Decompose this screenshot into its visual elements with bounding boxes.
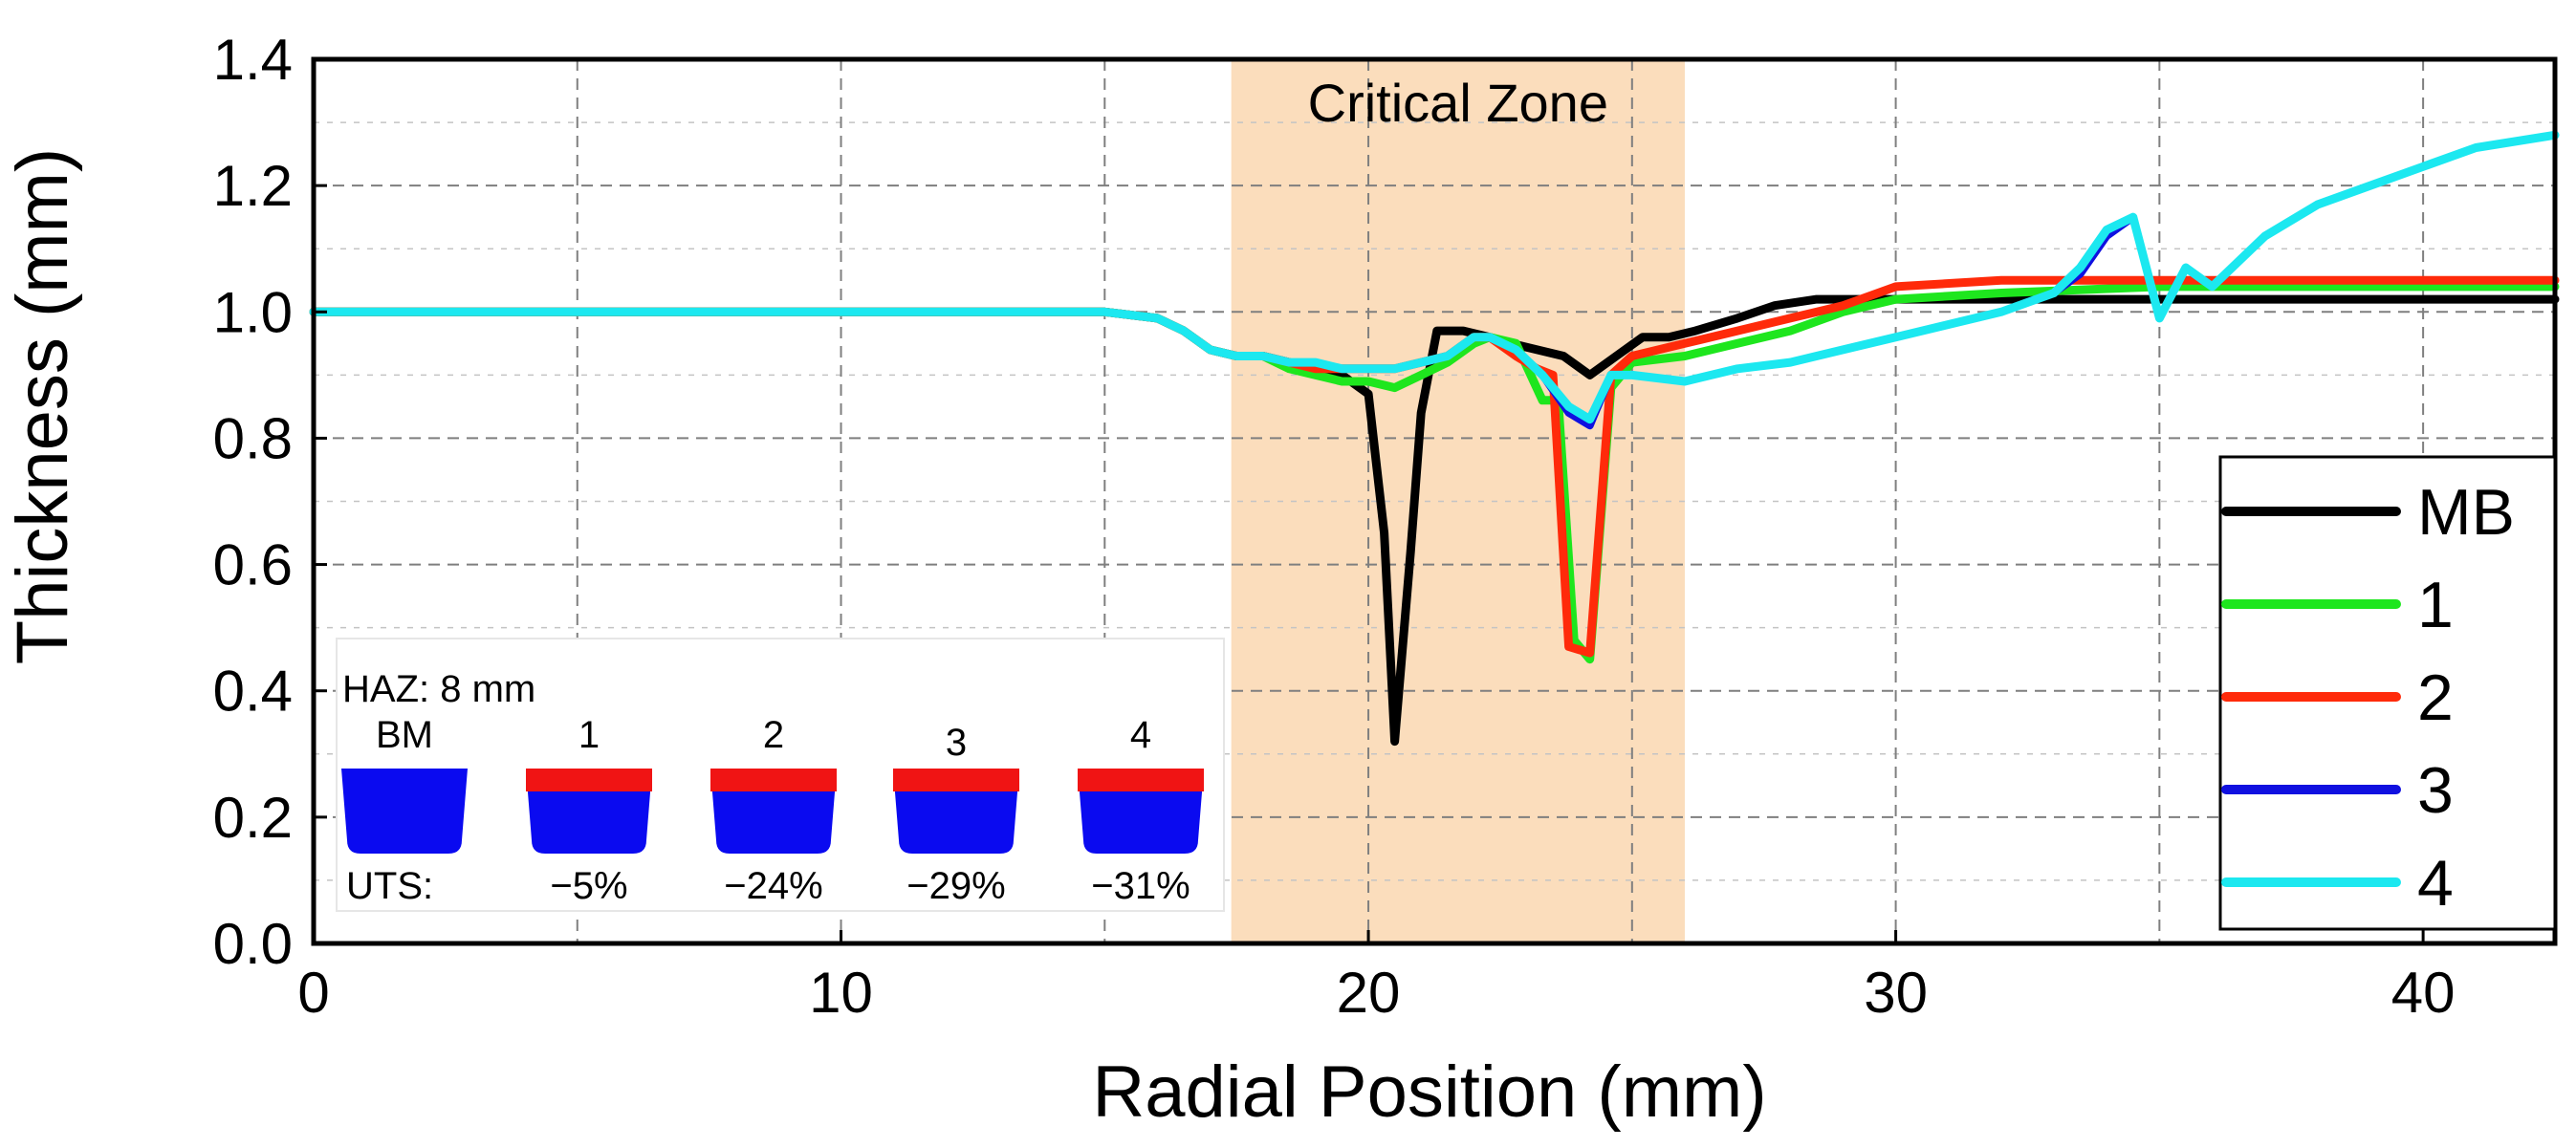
legend-label: 1 bbox=[2417, 569, 2454, 641]
x-tick-label: 40 bbox=[2391, 961, 2456, 1025]
inset-uts-value: −5% bbox=[550, 865, 627, 907]
inset-panel: HAZ: 8 mm UTS: BM 1 −5% 2 −24% 3 −29% 4 −31% bbox=[336, 638, 1225, 912]
x-tick-label: 30 bbox=[1864, 961, 1928, 1025]
sample-haz-band bbox=[526, 769, 652, 791]
sample-body bbox=[341, 769, 468, 854]
x-tick-label: 0 bbox=[297, 961, 329, 1025]
y-tick-label: 0.8 bbox=[213, 406, 293, 470]
legend-label: 4 bbox=[2417, 847, 2454, 920]
y-tick-label: 1.0 bbox=[213, 280, 293, 344]
tick-layer: 0.0 0.2 0.4 0.6 0.8 1.0 1.2 1.4 0 10 20 30 40 bbox=[213, 28, 2456, 1025]
inset-sample-name: BM bbox=[376, 714, 433, 756]
legend-label: 3 bbox=[2417, 754, 2454, 827]
inset-sample-name: 3 bbox=[946, 722, 967, 764]
haz-label: HAZ: 8 mm bbox=[342, 668, 535, 710]
y-tick-label: 0.6 bbox=[213, 533, 293, 597]
y-tick-label: 0.2 bbox=[213, 786, 293, 850]
inset-uts-value: −24% bbox=[724, 865, 822, 907]
sample-haz-band bbox=[1078, 769, 1204, 791]
uts-label: UTS: bbox=[346, 865, 433, 907]
sample-haz-band bbox=[710, 769, 837, 791]
critical-zone-label: Critical Zone bbox=[1308, 73, 1608, 133]
y-axis-label: Thickness (mm) bbox=[2, 148, 83, 664]
x-tick-label: 20 bbox=[1337, 961, 1401, 1025]
series-layer bbox=[309, 130, 2560, 747]
legend-label: 2 bbox=[2417, 661, 2454, 734]
x-tick-label: 10 bbox=[809, 961, 873, 1025]
legend-label: MB bbox=[2417, 476, 2515, 549]
legend-items: MB 1 2 3 4 bbox=[2221, 476, 2515, 920]
inset-samples: BM 1 −5% 2 −24% 3 −29% 4 −31% bbox=[341, 714, 1204, 907]
legend: MB 1 2 3 4 bbox=[2218, 455, 2557, 931]
inset-uts-value: −31% bbox=[1091, 865, 1190, 907]
sample-haz-band bbox=[893, 769, 1019, 791]
y-tick-label: 1.2 bbox=[213, 154, 293, 218]
y-tick-label: 1.4 bbox=[213, 28, 293, 92]
series-line-4 bbox=[309, 130, 2560, 424]
y-tick-label: 0.4 bbox=[213, 660, 293, 724]
inset-uts-value: −29% bbox=[906, 865, 1005, 907]
inset-sample-name: 1 bbox=[579, 714, 600, 756]
x-axis-label: Radial Position (mm) bbox=[1092, 1051, 1766, 1133]
inset-sample-name: 2 bbox=[763, 714, 784, 756]
y-tick-label: 0.0 bbox=[213, 912, 293, 976]
inset-sample-name: 4 bbox=[1130, 714, 1151, 756]
